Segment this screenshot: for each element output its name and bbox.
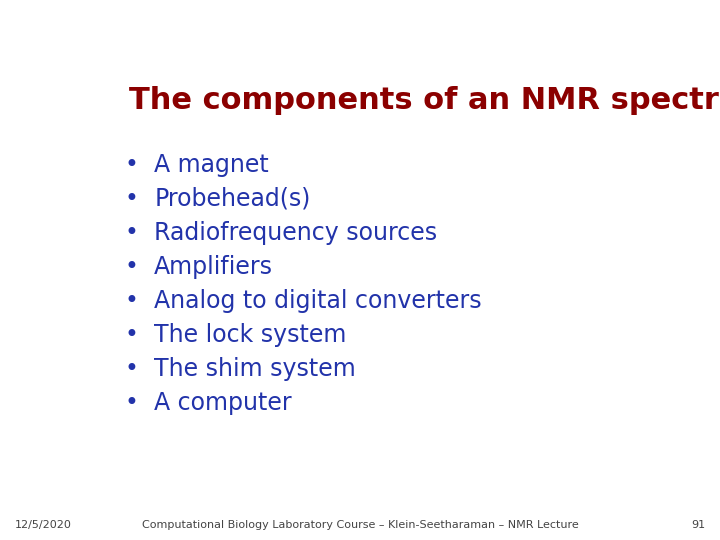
Text: A computer: A computer [154, 392, 292, 415]
Text: •: • [125, 221, 139, 245]
Text: 12/5/2020: 12/5/2020 [14, 520, 71, 530]
Text: The shim system: The shim system [154, 357, 356, 381]
Text: •: • [125, 357, 139, 381]
Text: Analog to digital converters: Analog to digital converters [154, 289, 482, 313]
Text: •: • [125, 153, 139, 177]
Text: Amplifiers: Amplifiers [154, 255, 273, 279]
Text: •: • [125, 289, 139, 313]
Text: The lock system: The lock system [154, 323, 346, 347]
Text: The components of an NMR spectrometer: The components of an NMR spectrometer [129, 85, 720, 114]
Text: Computational Biology Laboratory Course – Klein-Seetharaman – NMR Lecture: Computational Biology Laboratory Course … [142, 520, 578, 530]
Text: Radiofrequency sources: Radiofrequency sources [154, 221, 437, 245]
Text: 91: 91 [691, 520, 706, 530]
Text: Probehead(s): Probehead(s) [154, 187, 310, 211]
Text: •: • [125, 187, 139, 211]
Text: •: • [125, 255, 139, 279]
Text: •: • [125, 392, 139, 415]
Text: •: • [125, 323, 139, 347]
Text: A magnet: A magnet [154, 153, 269, 177]
